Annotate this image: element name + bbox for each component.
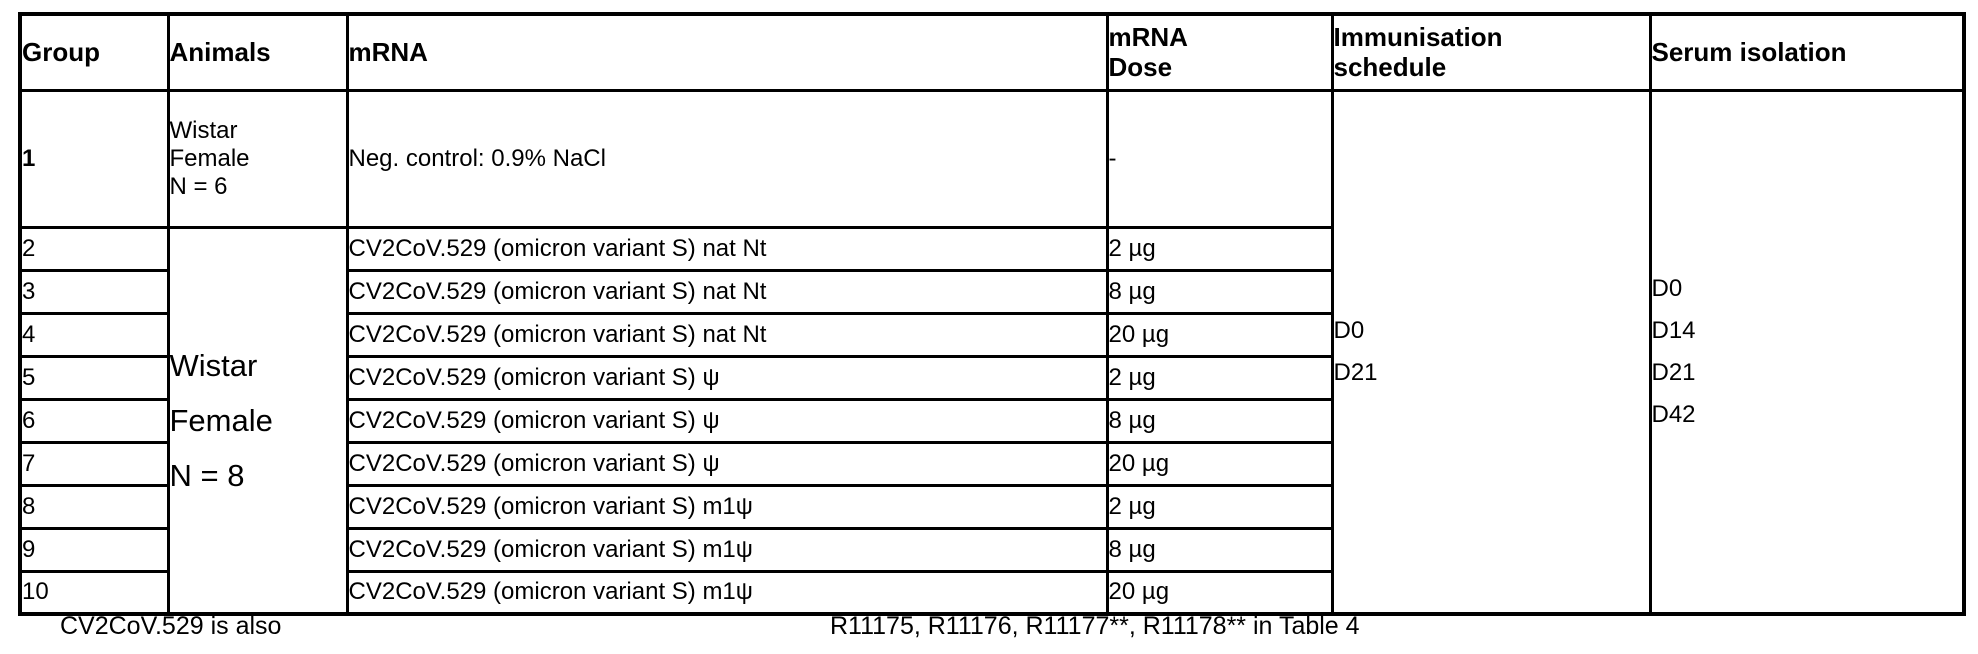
column-header-immunisation-schedule: Immunisation schedule — [1330, 12, 1652, 92]
table-row-group-5: 5 CV2CoV.529 (omicron variant S) ψ 2 µg — [18, 354, 1964, 401]
table-row-group-9: 9 CV2CoV.529 (omicron variant S) m1ψ 8 µ… — [18, 526, 1964, 573]
column-header-animals: Animals — [166, 12, 349, 92]
cell-mrna-dose: 20 µg — [1105, 311, 1334, 358]
cell-group-number: 1 — [18, 88, 170, 229]
cell-mrna: CV2CoV.529 (omicron variant S) nat Nt — [345, 311, 1109, 358]
cell-mrna: CV2CoV.529 (omicron variant S) nat Nt — [345, 225, 1109, 272]
cell-animals-group-1: Wistar Female N = 6 — [166, 88, 349, 229]
cell-mrna-dose: 8 µg — [1105, 268, 1334, 315]
header-row: Group Animals mRNA mRNA Dose Immunisatio… — [18, 12, 1966, 92]
cell-mrna-dose: 20 µg — [1105, 569, 1334, 616]
cell-animals-groups-2-10: Wistar Female N = 8 — [166, 225, 349, 616]
cell-mrna-dose: 8 µg — [1105, 526, 1334, 573]
cell-group-number: 6 — [18, 397, 170, 444]
cell-mrna-dose: 20 µg — [1105, 440, 1334, 487]
cell-mrna: CV2CoV.529 (omicron variant S) m1ψ — [345, 569, 1109, 616]
table-footnote: CV2CoV.529 is also R11175, R11176, R1117… — [0, 614, 1978, 654]
cell-mrna-dose: 2 µg — [1105, 483, 1334, 530]
column-header-mrna: mRNA — [345, 12, 1109, 92]
column-header-group: Group — [18, 12, 170, 92]
cell-mrna: CV2CoV.529 (omicron variant S) ψ — [345, 354, 1109, 401]
cell-mrna-dose: 2 µg — [1105, 225, 1334, 272]
table-row-group-3: 3 CV2CoV.529 (omicron variant S) nat Nt … — [18, 268, 1964, 315]
footnote-text-right: R11175, R11176, R11177**, R11178** in Ta… — [830, 612, 1360, 640]
cell-group-number: 9 — [18, 526, 170, 573]
cell-mrna-dose: 8 µg — [1105, 397, 1334, 444]
footnote-text-left: CV2CoV.529 is also — [60, 612, 282, 640]
cell-mrna: CV2CoV.529 (omicron variant S) m1ψ — [345, 483, 1109, 530]
cell-mrna: Neg. control: 0.9% NaCl — [345, 88, 1109, 229]
column-header-mrna-dose: mRNA Dose — [1105, 12, 1334, 92]
cell-group-number: 8 — [18, 483, 170, 530]
column-header-serum-isolation: Serum isolation — [1648, 12, 1966, 92]
cell-mrna: CV2CoV.529 (omicron variant S) m1ψ — [345, 526, 1109, 573]
table-row-group-8: 8 CV2CoV.529 (omicron variant S) m1ψ 2 µ… — [18, 483, 1964, 530]
study-design-table: Group Animals mRNA mRNA Dose Immunisatio… — [18, 12, 1966, 616]
table-row-group-7: 7 CV2CoV.529 (omicron variant S) ψ 20 µg — [18, 440, 1964, 487]
cell-group-number: 3 — [18, 268, 170, 315]
cell-group-number: 7 — [18, 440, 170, 487]
cell-immunisation-schedule: D0 D21 — [1330, 88, 1652, 616]
cell-group-number: 5 — [18, 354, 170, 401]
cell-mrna: CV2CoV.529 (omicron variant S) nat Nt — [345, 268, 1109, 315]
table-row-group-1: 1 Wistar Female N = 6 Neg. control: 0.9%… — [18, 88, 1966, 616]
table-row-group-2: 2 Wistar Female N = 8 CV2CoV.529 (omicro… — [18, 225, 1964, 616]
table-row-group-4: 4 CV2CoV.529 (omicron variant S) nat Nt … — [18, 311, 1964, 358]
cell-mrna: CV2CoV.529 (omicron variant S) ψ — [345, 440, 1109, 487]
cell-mrna-dose: - — [1105, 88, 1334, 229]
cell-group-number: 2 — [18, 225, 170, 272]
cell-mrna-dose: 2 µg — [1105, 354, 1334, 401]
table-row-group-10: 10 CV2CoV.529 (omicron variant S) m1ψ 20… — [18, 569, 1964, 616]
cell-serum-isolation: D0 D14 D21 D42 — [1648, 88, 1966, 616]
table-row-group-6: 6 CV2CoV.529 (omicron variant S) ψ 8 µg — [18, 397, 1964, 444]
cell-group-number: 4 — [18, 311, 170, 358]
cell-group-number: 10 — [18, 569, 170, 616]
cell-mrna: CV2CoV.529 (omicron variant S) ψ — [345, 397, 1109, 444]
